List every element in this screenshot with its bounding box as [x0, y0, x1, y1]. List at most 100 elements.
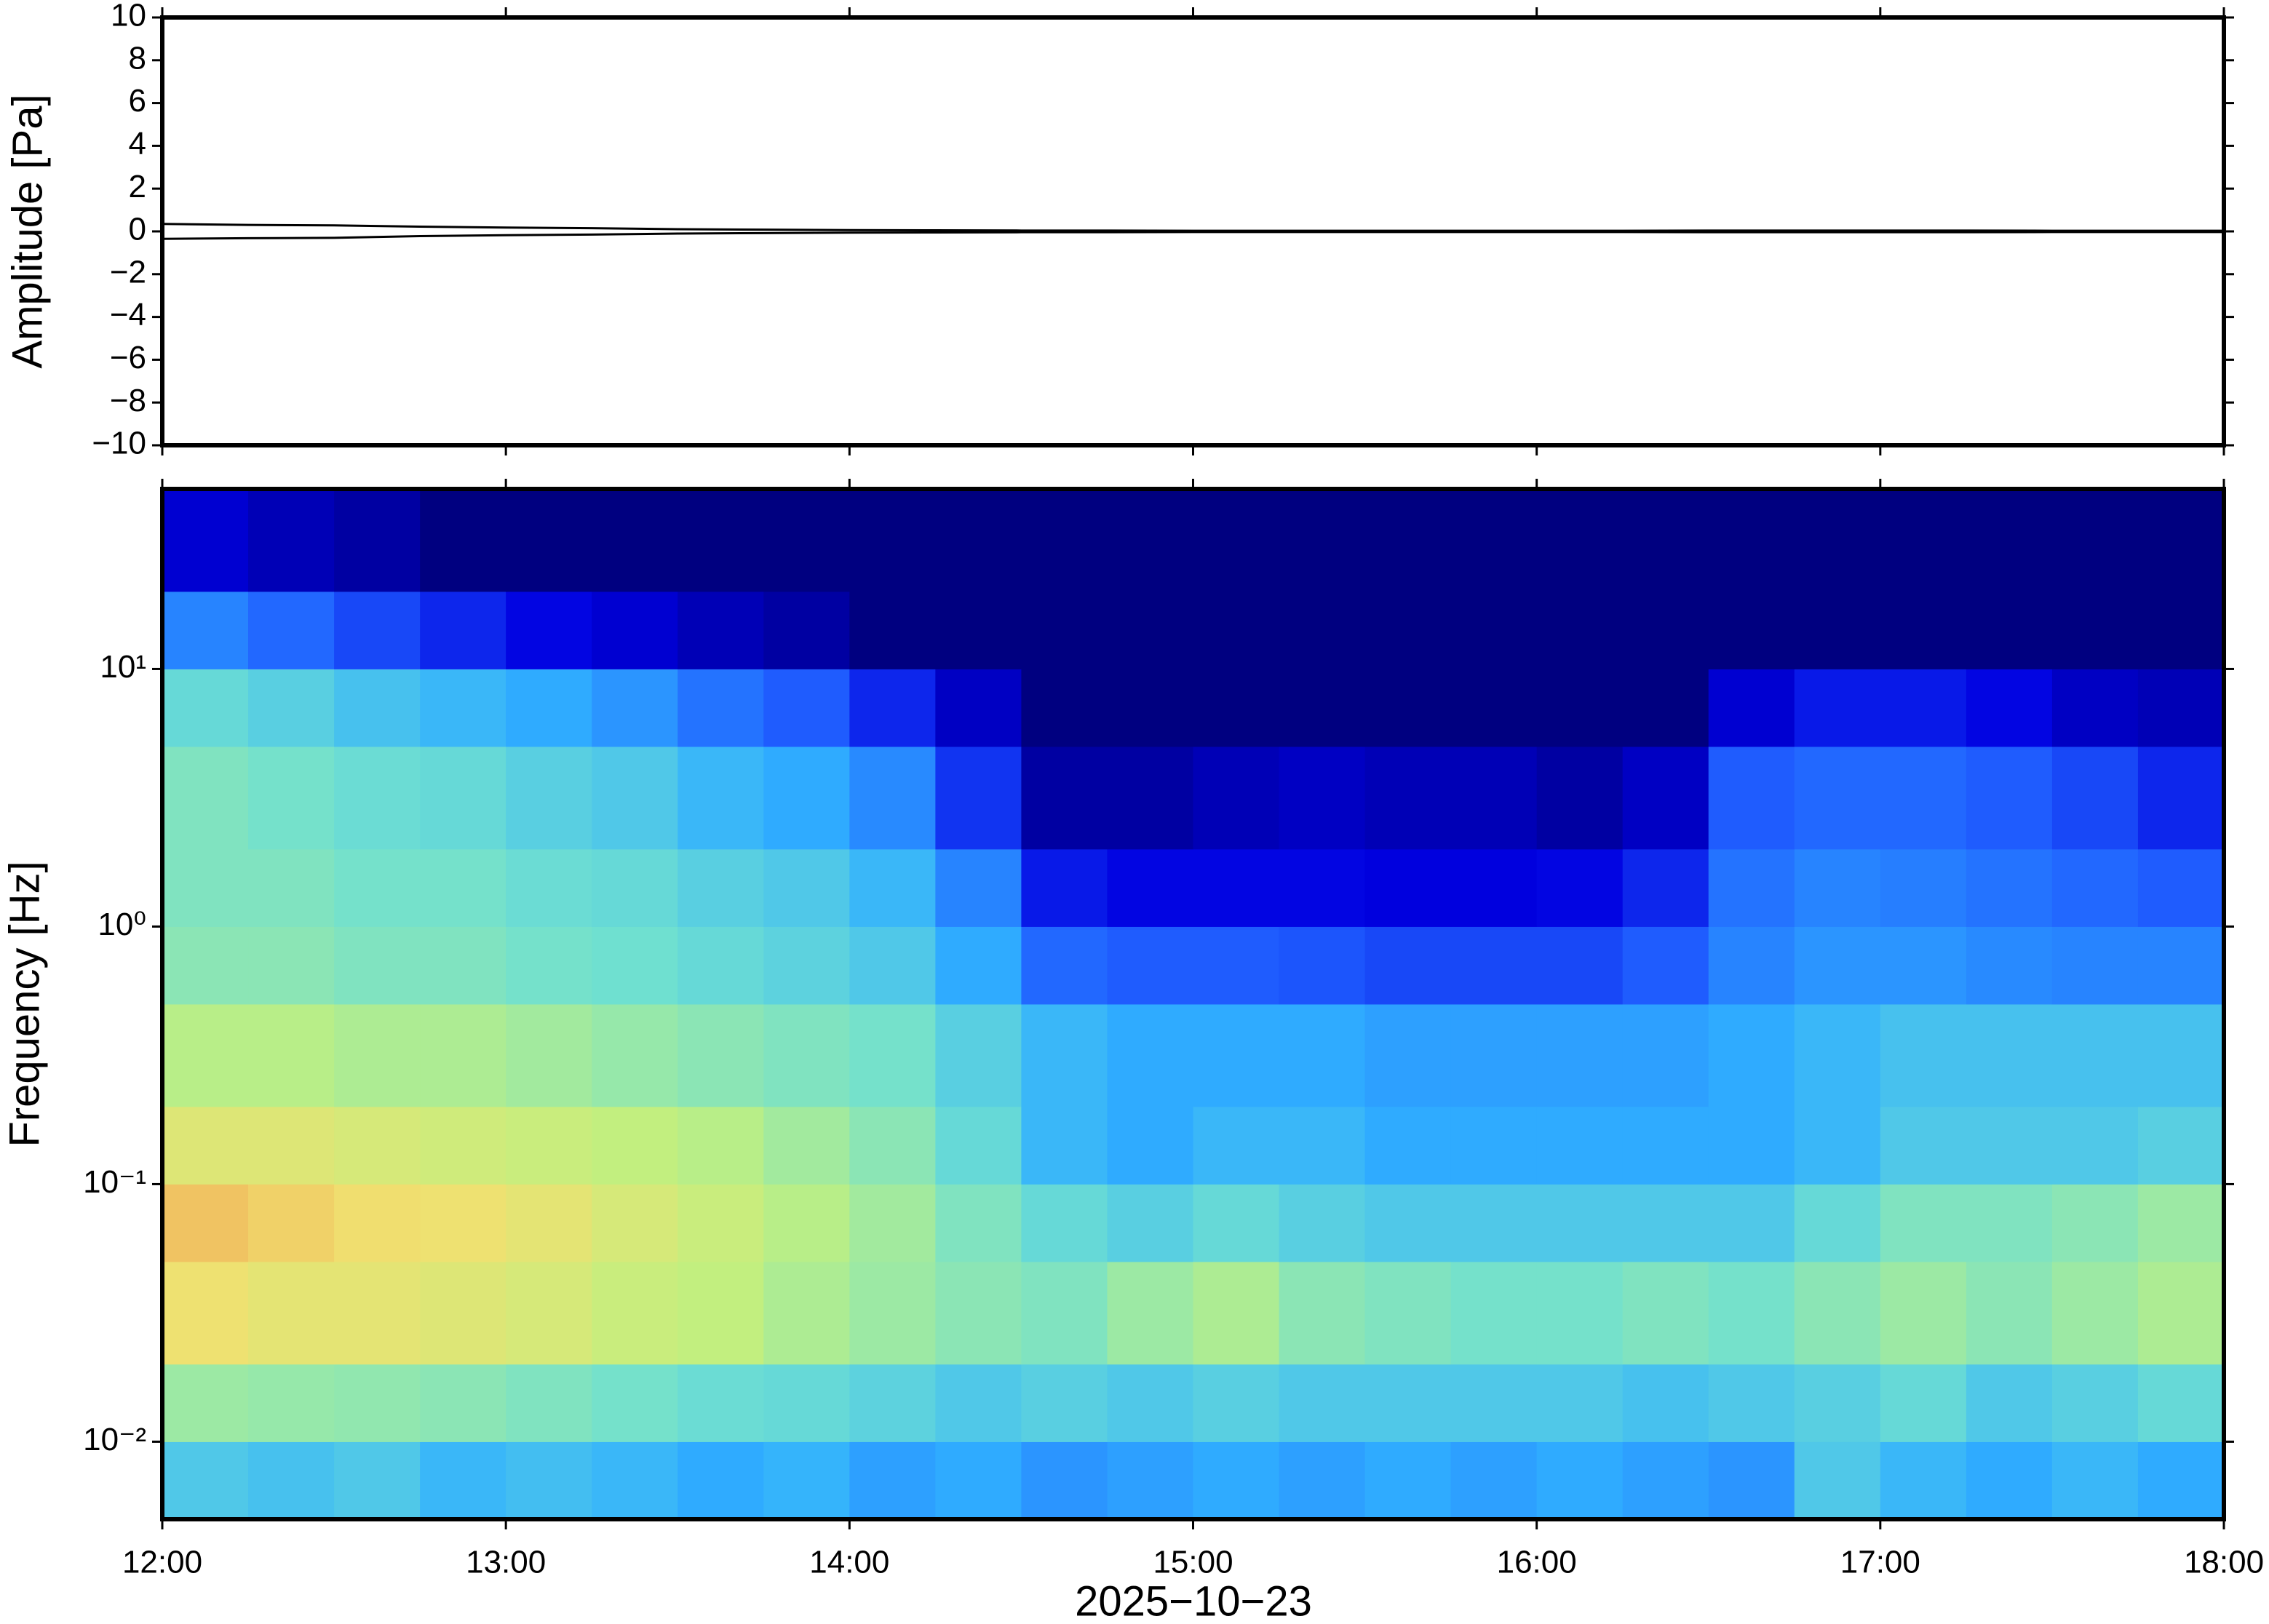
spectrogram-cell	[1364, 489, 1452, 592]
spectrogram-cell	[1279, 1184, 1366, 1262]
spectrogram-cell	[1794, 1364, 1881, 1442]
spectrogram-cell	[334, 1262, 421, 1365]
spectrogram-cell	[1536, 1262, 1624, 1365]
y-axis-label: Amplitude [Pa]	[4, 94, 51, 368]
spectrogram-cell	[162, 848, 249, 927]
spectrogram-cell	[849, 591, 936, 669]
y-tick-label: −8	[110, 383, 146, 418]
spectrogram-cell	[2051, 1441, 2139, 1520]
spectrogram-cell	[1966, 926, 2053, 1005]
spectrogram-cell	[1107, 669, 1193, 747]
spectrogram-cell	[763, 669, 850, 747]
spectrogram-cell	[763, 1106, 850, 1185]
x-tick-label: 17:00	[1840, 1545, 1920, 1580]
spectrogram-cell	[248, 591, 335, 669]
spectrogram-cell	[1193, 489, 1280, 592]
spectrogram-cell	[506, 926, 592, 1005]
x-tick-label: 12:00	[122, 1545, 202, 1580]
spectrogram-cell	[420, 669, 506, 747]
spectrogram-cell	[1536, 1441, 1624, 1520]
spectrogram-cell	[162, 1106, 249, 1185]
spectrogram-cell	[248, 1262, 335, 1365]
spectrogram-cell	[1966, 591, 2053, 669]
spectrogram-cell	[2051, 926, 2139, 1005]
spectrogram-cell	[1794, 1106, 1881, 1185]
spectrogram-cell	[420, 1004, 506, 1107]
spectrogram-cell	[1279, 747, 1366, 850]
spectrogram-cell	[420, 1262, 506, 1365]
spectrogram-cell	[1450, 1004, 1538, 1107]
spectrogram-cell	[1450, 489, 1538, 592]
spectrogram-cell	[1966, 669, 2053, 747]
spectrogram-cell	[1193, 1004, 1280, 1107]
spectrogram-cell	[248, 1004, 335, 1107]
spectrogram-cell	[1279, 669, 1366, 747]
spectrogram-cell	[334, 1184, 421, 1262]
spectrogram-cell	[1450, 926, 1538, 1005]
spectrogram-cell	[1021, 669, 1108, 747]
spectrogram-cell	[1193, 848, 1280, 927]
spectrogram-cell	[506, 747, 592, 850]
spectrogram-cell	[1021, 1364, 1108, 1442]
spectrogram-cell	[1708, 1441, 1795, 1520]
spectrogram-cell	[1021, 1184, 1108, 1262]
y-tick-label: −10	[92, 426, 146, 461]
spectrogram-cell	[334, 489, 421, 592]
y-tick-label: 2	[129, 169, 146, 204]
spectrogram-cell	[2051, 1184, 2139, 1262]
spectrogram-cell	[1279, 1004, 1366, 1107]
spectrogram-cell	[162, 747, 249, 850]
spectrogram-cell	[506, 1184, 592, 1262]
spectrogram-cell	[1021, 848, 1108, 927]
spectrogram-cell	[1622, 591, 1709, 669]
spectrogram-cell	[1880, 1262, 1967, 1365]
spectrogram-cell	[677, 848, 764, 927]
spectrogram-cell	[1021, 1441, 1108, 1520]
spectrogram-cell	[1107, 1441, 1193, 1520]
spectrogram-cell	[248, 1364, 335, 1442]
spectrogram-cell	[2137, 669, 2225, 747]
spectrogram-cell	[1021, 1004, 1108, 1107]
spectrogram-cell	[162, 1004, 249, 1107]
spectrogram-cell	[1021, 747, 1108, 850]
spectrogram-cell	[1536, 747, 1624, 850]
spectrogram-cell	[2137, 848, 2225, 927]
x-tick-label: 13:00	[466, 1545, 546, 1580]
spectrogram-cell	[506, 1004, 592, 1107]
spectrogram-cell	[420, 1184, 506, 1262]
spectrogram-cell	[1880, 747, 1967, 850]
spectrogram-cell	[420, 747, 506, 850]
spectrogram-cell	[763, 1364, 850, 1442]
spectrogram-cell	[334, 1004, 421, 1107]
spectrogram-cell	[935, 1004, 1022, 1107]
spectrogram-cell	[1364, 1441, 1452, 1520]
spectrogram-cell	[1107, 1262, 1193, 1365]
spectrogram-cell	[506, 489, 592, 592]
spectrogram-cell	[935, 747, 1022, 850]
y-tick-label: 10	[111, 0, 146, 33]
spectrogram-cell	[2051, 489, 2139, 592]
spectrogram-cell	[1450, 1441, 1538, 1520]
spectrogram-cell	[677, 591, 764, 669]
spectrogram-cell	[1279, 1262, 1366, 1365]
spectrogram-cell	[420, 1364, 506, 1442]
spectrogram-cell	[849, 1004, 936, 1107]
spectrogram-cell	[1622, 1441, 1709, 1520]
spectrogram-cell	[1536, 489, 1624, 592]
y-tick-label: 6	[129, 83, 146, 119]
spectrogram-cell	[1107, 489, 1193, 592]
spectrogram-cell	[1107, 848, 1193, 927]
spectrogram-cell	[592, 1262, 678, 1365]
spectrogram-cell	[1966, 747, 2053, 850]
spectrogram-cell	[1622, 1364, 1709, 1442]
spectrogram-cell	[1880, 1441, 1967, 1520]
x-axis-label: 2025−10−23	[1075, 1577, 1312, 1624]
spectrogram-cell	[1279, 1106, 1366, 1185]
spectrogram-cell	[162, 669, 249, 747]
spectrogram-cell	[592, 1364, 678, 1442]
spectrogram-cell	[248, 1106, 335, 1185]
spectrogram-cell	[162, 1364, 249, 1442]
spectrogram-cell	[1794, 747, 1881, 850]
spectrogram-cell	[1450, 591, 1538, 669]
spectrogram-cell	[1966, 1262, 2053, 1365]
